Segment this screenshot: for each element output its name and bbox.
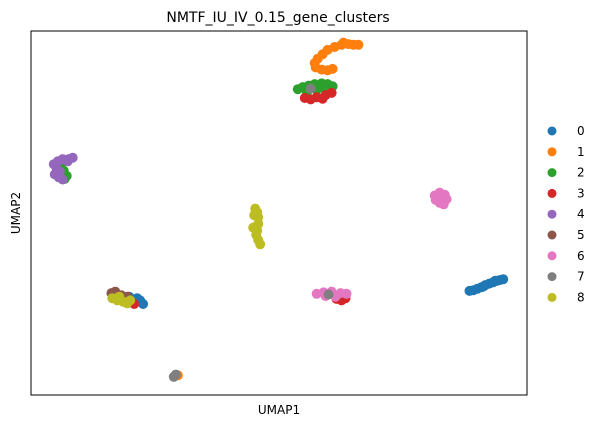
legend-marker-8	[547, 292, 557, 302]
point-cluster-8-14	[114, 291, 125, 302]
point-cluster-1-13	[336, 39, 347, 50]
point-cluster-7-2	[323, 289, 334, 300]
legend-entry-0: 0	[547, 124, 585, 138]
legend-marker-3	[547, 188, 557, 198]
point-cluster-6-11	[341, 288, 352, 299]
point-cluster-8-15	[125, 295, 136, 306]
legend-entry-3: 3	[547, 186, 585, 200]
point-cluster-0-10	[490, 275, 501, 286]
point-cluster-4-5	[62, 156, 73, 167]
legend-entry-6: 6	[547, 249, 585, 263]
legend-entry-5: 5	[547, 228, 585, 242]
point-cluster-1-3	[353, 39, 364, 50]
legend: 0 1 2 3 4 5 6 7 8	[547, 124, 585, 304]
point-cluster-8-9	[250, 203, 261, 214]
legend-label-7: 7	[577, 270, 585, 284]
chart-title: NMTF_IU_IV_0.15_gene_clusters	[166, 10, 389, 26]
legend-marker-5	[547, 230, 557, 240]
point-cluster-0-9	[498, 274, 509, 285]
legend-label-5: 5	[577, 228, 585, 242]
y-axis-label: UMAP2	[9, 192, 23, 234]
legend-entry-4: 4	[547, 207, 585, 221]
legend-label-2: 2	[577, 166, 585, 180]
legend-label-0: 0	[577, 124, 585, 138]
legend-marker-0	[547, 126, 557, 136]
point-cluster-0-11	[478, 281, 489, 292]
point-cluster-1-12	[327, 63, 338, 74]
point-cluster-0-14	[138, 299, 149, 309]
point-cluster-8-8	[248, 222, 259, 233]
legend-label-4: 4	[577, 207, 585, 221]
point-cluster-3-5	[317, 93, 328, 104]
legend-marker-2	[547, 168, 557, 178]
x-axis-label: UMAP1	[258, 403, 300, 417]
point-cluster-3-4	[326, 87, 337, 98]
point-cluster-7-1	[168, 371, 179, 382]
point-cluster-4-9	[57, 174, 68, 185]
legend-label-3: 3	[577, 186, 585, 200]
legend-marker-6	[547, 251, 557, 261]
legend-entry-7: 7	[547, 270, 585, 284]
legend-entry-1: 1	[547, 145, 585, 159]
legend-entry-8: 8	[547, 290, 585, 304]
point-cluster-6-5	[430, 194, 441, 205]
legend-marker-7	[547, 272, 557, 282]
point-cluster-6-6	[438, 199, 449, 210]
legend-label-6: 6	[577, 249, 585, 263]
scatter-points	[48, 37, 509, 382]
point-cluster-8-6	[255, 239, 266, 250]
point-cluster-7-3	[305, 83, 316, 94]
legend-marker-4	[547, 209, 557, 219]
plot-area-frame	[30, 30, 528, 396]
legend-marker-1	[547, 147, 557, 157]
legend-entry-2: 2	[547, 166, 585, 180]
legend-label-1: 1	[577, 145, 585, 159]
point-cluster-4-10	[54, 166, 65, 177]
legend-label-8: 8	[577, 290, 585, 304]
